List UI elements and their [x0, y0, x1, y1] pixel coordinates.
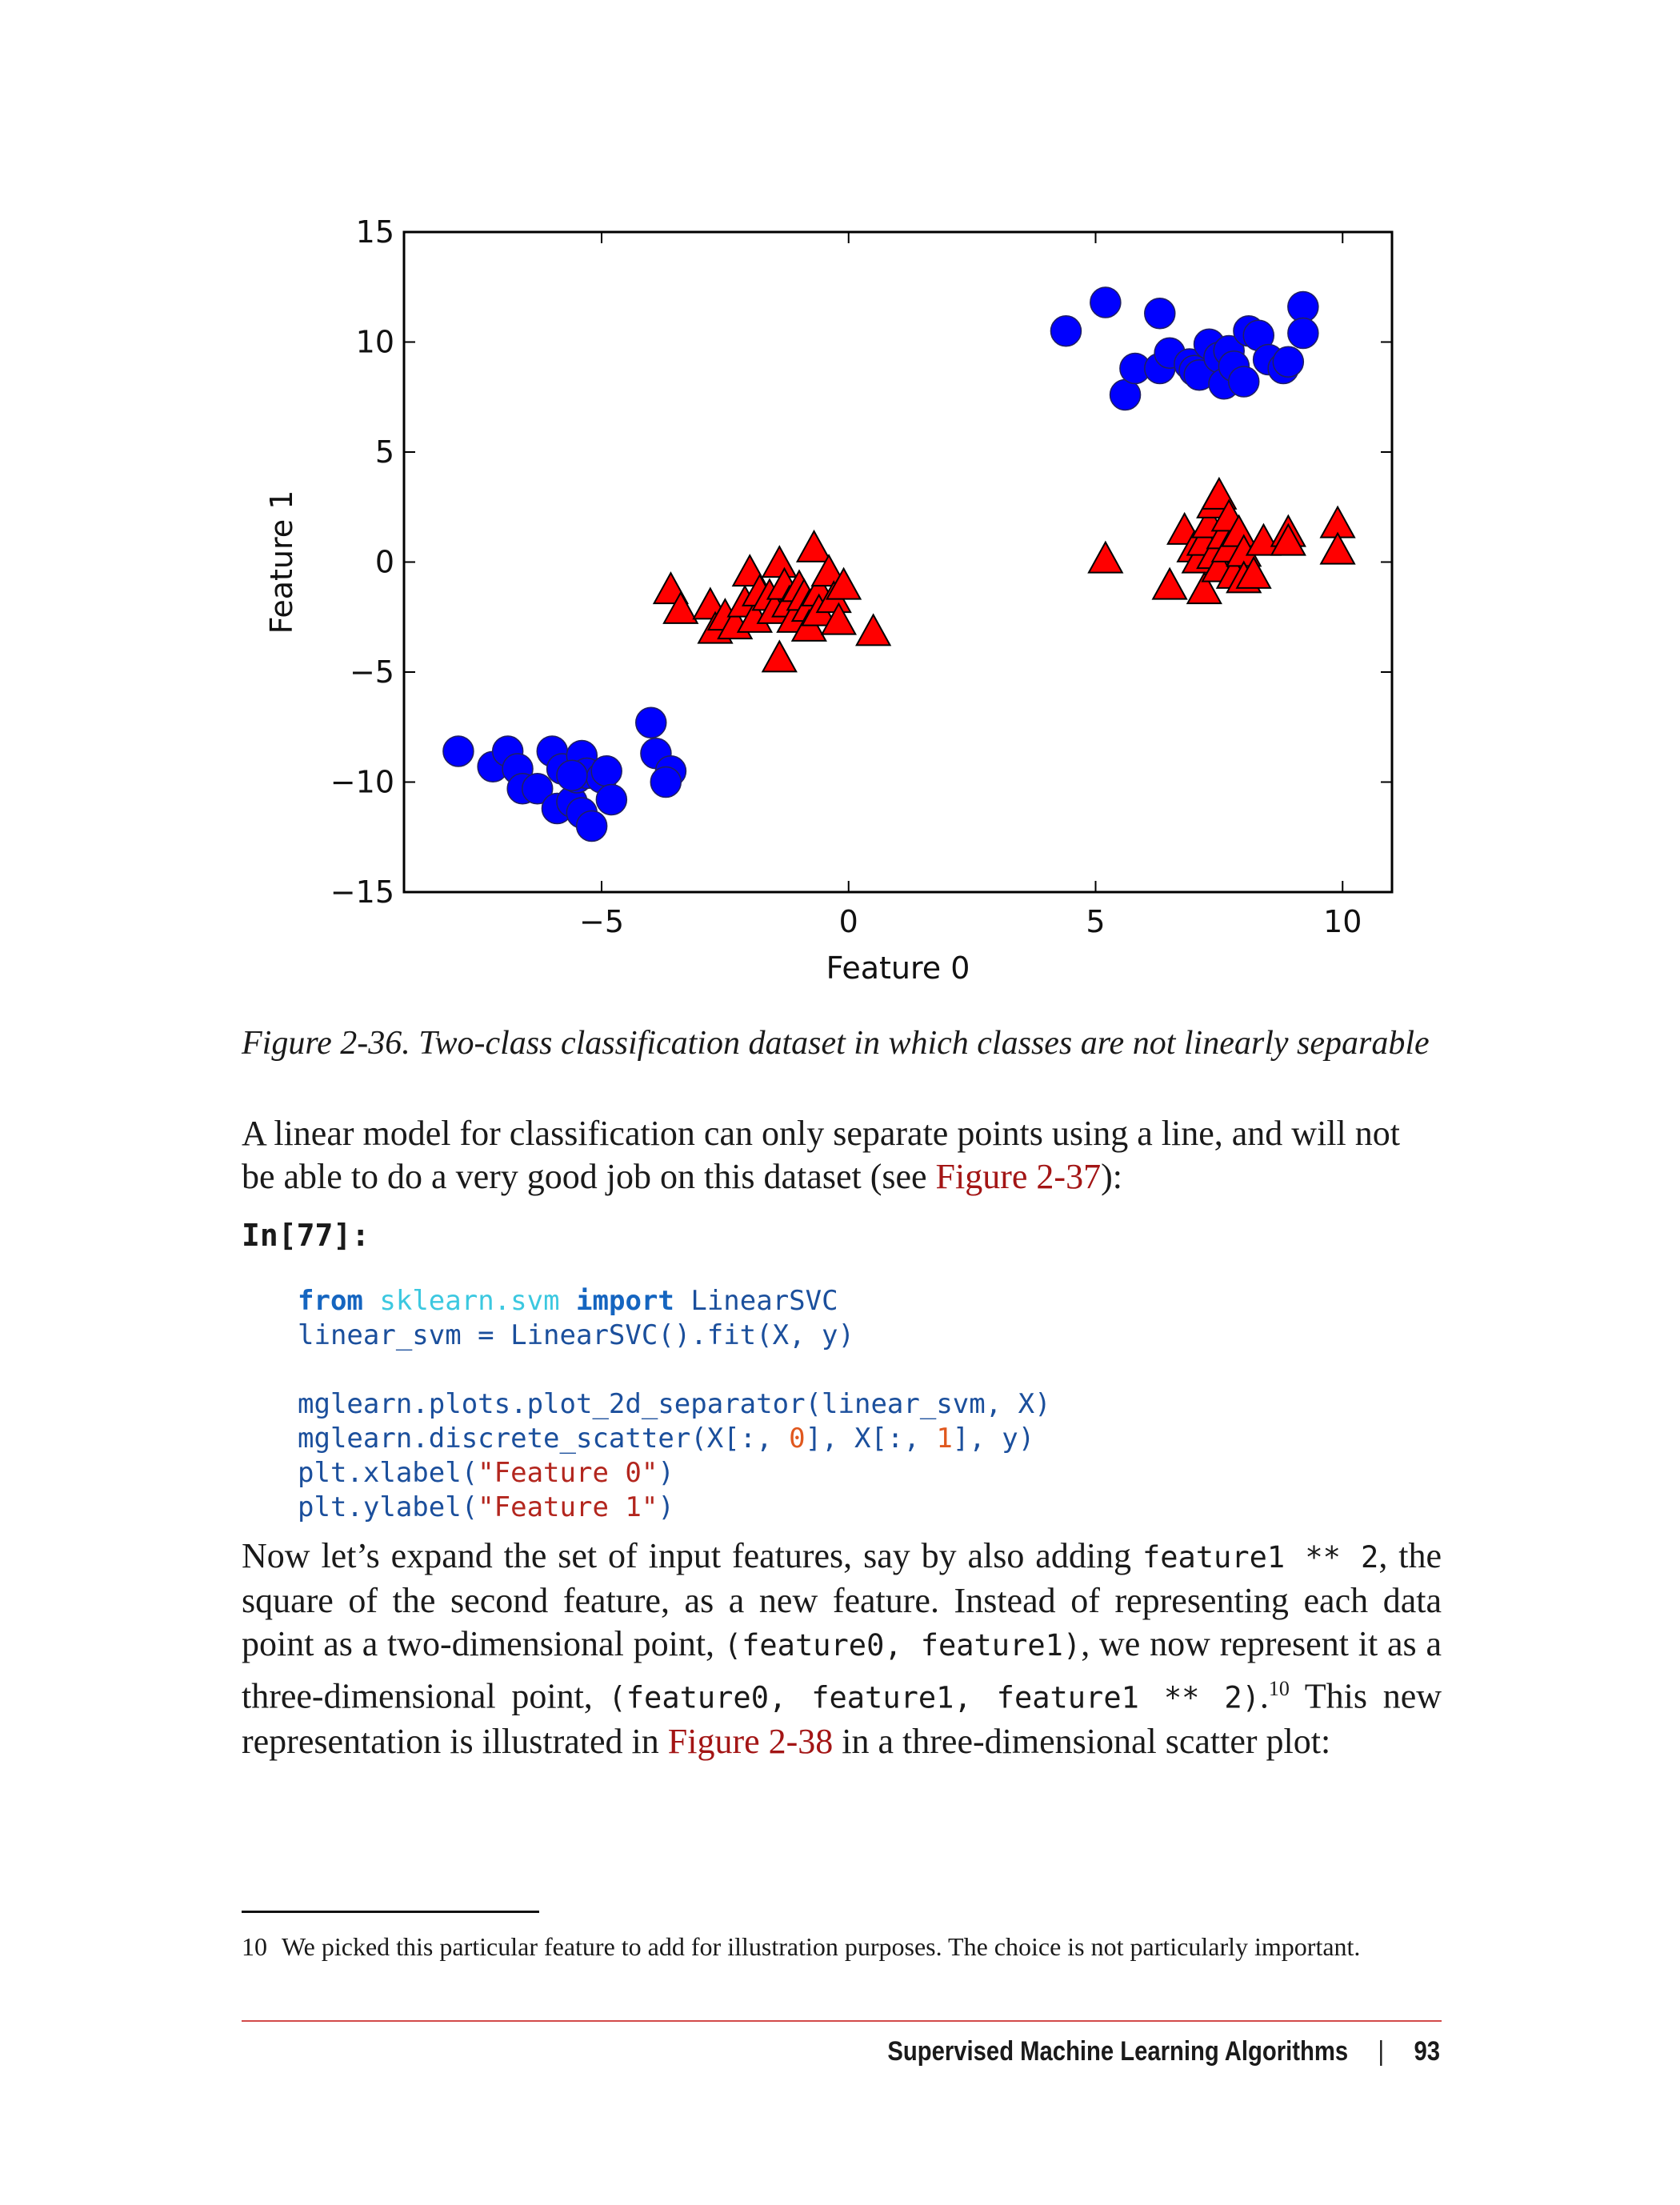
y-tick-label: −15 — [330, 874, 394, 910]
data-point-triangle — [820, 602, 857, 635]
code-string-feature1: "Feature 1" — [478, 1491, 658, 1523]
code-line-separator: mglearn.plots.plot_2d_separator(linear_s… — [298, 1388, 1051, 1420]
x-tick-label: −5 — [579, 904, 624, 939]
paragraph-expand-t4: . — [1259, 1676, 1269, 1716]
running-footer-section: Supervised Machine Learning Algorithms — [887, 2036, 1349, 2067]
code-line-fit: linear_svm = LinearSVC().fit(X, y) — [298, 1319, 854, 1351]
data-point-circle — [442, 735, 474, 767]
y-tick-label: 0 — [375, 545, 394, 580]
paragraph-intro-text-b: ): — [1101, 1157, 1122, 1196]
code-line-ylabel-a: plt.ylabel( — [298, 1491, 478, 1523]
data-point-circle — [521, 773, 554, 805]
data-point-circle — [1272, 346, 1305, 378]
data-point-triangle — [1201, 476, 1238, 510]
footer-rule — [242, 2020, 1442, 2022]
data-point-triangle — [1270, 522, 1306, 556]
data-point-triangle — [1245, 522, 1282, 556]
x-axis-label: Feature 0 — [826, 950, 970, 986]
code-import-name: LinearSVC — [690, 1285, 838, 1317]
data-point-circle — [635, 706, 667, 738]
inline-code-3d-point: (feature0, feature1, feature1 ** 2) — [608, 1680, 1260, 1715]
data-point-circle — [1090, 286, 1122, 318]
data-point-circle — [1050, 315, 1082, 347]
code-keyword-from: from — [298, 1285, 363, 1317]
data-point-triangle — [1319, 531, 1356, 565]
code-line-scatter-b: ], X[:, — [805, 1423, 937, 1455]
data-point-triangle — [1186, 571, 1222, 605]
running-footer: Supervised Machine Learning Algorithms |… — [887, 2036, 1440, 2067]
running-footer-separator: | — [1378, 2036, 1385, 2067]
data-point-triangle — [825, 566, 862, 600]
data-point-triangle — [1151, 566, 1188, 600]
code-module: sklearn.svm — [379, 1285, 560, 1317]
code-line-ylabel-b: ) — [658, 1491, 674, 1523]
y-tick-label: −5 — [350, 654, 394, 690]
paragraph-expand: Now let’s expand the set of input featur… — [242, 1535, 1442, 1763]
data-point-triangle — [810, 554, 847, 587]
data-point-circle — [590, 755, 622, 787]
paragraph-expand-t1: Now let’s expand the set of input featur… — [242, 1536, 1142, 1575]
paragraph-expand-t6: in a three-dimensional scatter plot: — [833, 1721, 1331, 1761]
footnote-divider — [242, 1911, 539, 1913]
data-point-circle — [556, 759, 588, 791]
code-line-xlabel-b: ) — [658, 1457, 674, 1489]
paragraph-expand-t5: This new representa­tion is illustrated … — [242, 1676, 1442, 1761]
inline-code-feature1-squared: feature1 ** 2 — [1142, 1540, 1379, 1575]
code-line-scatter-a: mglearn.discrete_scatter(X[:, — [298, 1423, 790, 1455]
data-point-circle — [1144, 298, 1176, 330]
x-tick-label: 0 — [839, 904, 858, 939]
footnote-marker[interactable]: 10 — [1268, 1677, 1290, 1700]
data-point-circle — [575, 810, 608, 842]
code-block: from sklearn.svm import LinearSVC linear… — [298, 1284, 1051, 1525]
y-tick-label: −10 — [330, 765, 394, 800]
code-string-feature0: "Feature 0" — [478, 1457, 658, 1489]
code-keyword-import: import — [576, 1285, 674, 1317]
data-point-triangle — [795, 529, 833, 562]
code-cell-label: In[77]: — [242, 1218, 370, 1253]
paragraph-expand-t2: , the square of the second feature, as a… — [242, 1536, 1442, 1663]
code-number-0: 0 — [789, 1423, 806, 1455]
figure-2-38-link[interactable]: Figure 2-38 — [667, 1721, 834, 1761]
data-point-triangle — [761, 639, 798, 673]
inline-code-2d-point: (feature0, feature1) — [723, 1628, 1082, 1663]
scatter-chart: −5 0 5 10 −15 −10 −5 0 5 10 15 Feature 0 Feature 1 — [264, 214, 1394, 986]
data-point-circle — [595, 783, 628, 816]
footnote-number: 10 — [242, 1932, 267, 1961]
figure-caption: Figure 2-36. Two-class classification da… — [242, 1025, 1430, 1062]
data-point-circle — [1287, 317, 1319, 350]
y-tick-label: 15 — [356, 214, 394, 250]
figure-2-37-link[interactable]: Figure 2-37 — [935, 1157, 1102, 1196]
page-number: 93 — [1414, 2036, 1440, 2067]
y-tick-label: 5 — [375, 434, 394, 470]
paragraph-intro-text-a: A linear model for classification can on… — [242, 1114, 1400, 1196]
x-tick-label: 10 — [1323, 904, 1362, 939]
footnote: 10 We picked this particular feature to … — [242, 1932, 1360, 1962]
data-point-circle — [650, 766, 682, 798]
code-line-scatter-c: ], y) — [952, 1423, 1035, 1455]
data-point-triangle — [855, 613, 892, 646]
y-tick-label: 10 — [356, 325, 394, 360]
code-line-xlabel-a: plt.xlabel( — [298, 1457, 478, 1489]
footnote-text: We picked this particular feature to add… — [282, 1932, 1361, 1961]
code-number-1: 1 — [936, 1423, 953, 1455]
data-point-triangle — [1235, 555, 1272, 589]
data-point-triangle — [662, 590, 699, 624]
paragraph-intro: A linear model for classification can on… — [242, 1112, 1442, 1199]
paragraph-expand-t3: , we now represent it as a three-dimensi… — [242, 1624, 1442, 1716]
x-tick-label: 5 — [1086, 904, 1105, 939]
data-point-triangle — [1087, 540, 1124, 574]
y-axis-label: Feature 1 — [264, 490, 299, 634]
data-point-circle — [1228, 366, 1260, 398]
